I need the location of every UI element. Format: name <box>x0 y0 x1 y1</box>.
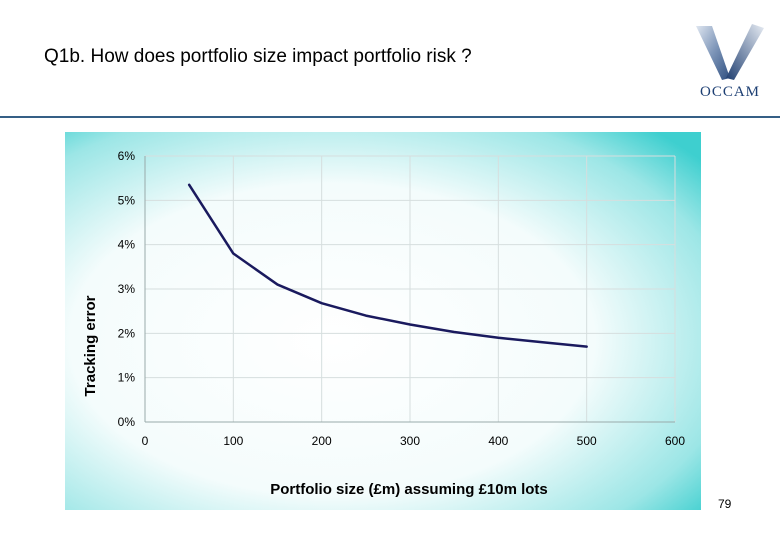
x-tick-label: 500 <box>577 434 597 448</box>
x-tick-label: 600 <box>665 434 685 448</box>
page-number: 79 <box>718 497 732 511</box>
occam-logo: OCCAM <box>690 22 770 104</box>
x-tick-label: 400 <box>488 434 508 448</box>
tracking-error-line <box>187 183 588 348</box>
chart-background <box>65 132 701 510</box>
v-logo-icon <box>696 24 764 80</box>
x-tick-label: 100 <box>223 434 243 448</box>
y-tick-label: 6% <box>118 149 136 163</box>
x-tick-label: 200 <box>312 434 332 448</box>
series-lines <box>187 183 588 348</box>
gridlines <box>145 155 676 422</box>
axes <box>144 156 675 423</box>
y-tick-label: 2% <box>118 326 136 340</box>
y-axis-label: Tracking error <box>82 295 99 396</box>
y-tick-label: 4% <box>118 238 136 252</box>
x-axis-label: Portfolio size (£m) assuming £10m lots <box>270 481 548 498</box>
logo-text: OCCAM <box>699 84 760 100</box>
x-tick-label: 0 <box>142 434 149 448</box>
y-tick-label: 0% <box>118 415 136 429</box>
y-tick-labels: 0% 1% 2% 3% 4% 5% 6% <box>118 149 136 429</box>
title-divider <box>0 116 780 118</box>
y-tick-label: 5% <box>118 193 136 207</box>
slide-title: Q1b. How does portfolio size impact port… <box>44 46 472 67</box>
y-tick-label: 1% <box>118 371 136 385</box>
x-tick-labels: 0 100 200 300 400 500 600 <box>142 434 686 448</box>
x-tick-label: 300 <box>400 434 420 448</box>
tracking-error-chart: 0% 1% 2% 3% 4% 5% 6% 0 100 200 300 400 500 600 Track… <box>65 132 701 510</box>
y-tick-label: 3% <box>118 282 136 296</box>
chart-panel: 0% 1% 2% 3% 4% 5% 6% 0 100 200 300 400 500 600 Track… <box>65 132 701 510</box>
